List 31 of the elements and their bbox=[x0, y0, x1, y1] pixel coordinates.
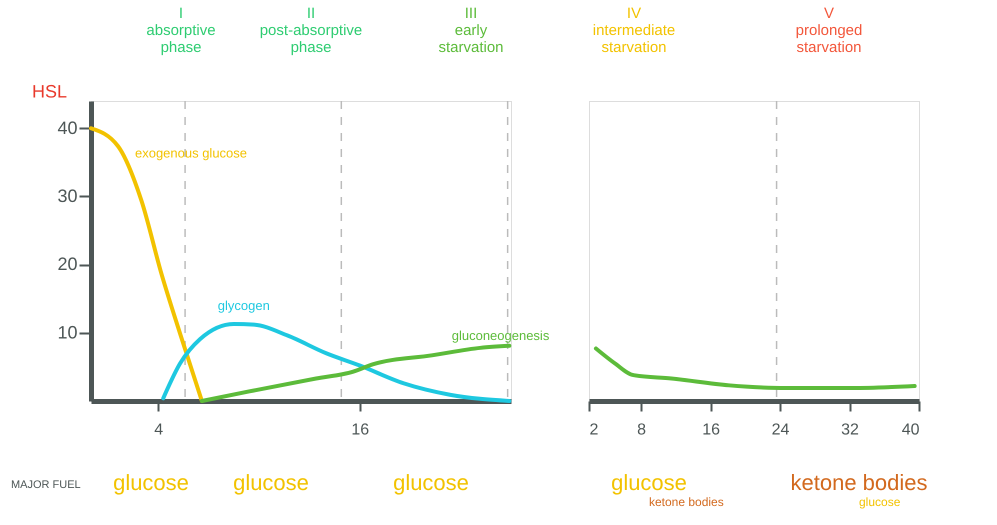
series-label: exogenous glucose bbox=[134, 145, 248, 160]
x-tick-label: 8 bbox=[637, 422, 646, 438]
x-tick-label: 24 bbox=[772, 422, 790, 438]
text: IV intermediate starvation bbox=[592, 5, 676, 56]
text: ketone bodies bbox=[649, 495, 724, 509]
x-tick-label: 16 bbox=[351, 422, 370, 438]
y-tick-label: 20 bbox=[57, 254, 78, 274]
x-tick-label: 2 bbox=[590, 422, 598, 438]
text: ketone bodies bbox=[790, 470, 928, 495]
text: MAJOR FUEL bbox=[11, 479, 81, 491]
y-tick-label: 40 bbox=[57, 118, 78, 138]
text: III early starvation bbox=[438, 5, 504, 56]
text: V prolonged starvation bbox=[796, 5, 862, 56]
text: glucose bbox=[859, 495, 901, 509]
y-tick-label: 10 bbox=[57, 322, 78, 342]
y-axis-title: HSL bbox=[32, 82, 68, 102]
text: glucose bbox=[393, 470, 469, 495]
x-tick-label: 16 bbox=[702, 422, 720, 438]
x-tick-label: 4 bbox=[154, 422, 164, 438]
text: glucose bbox=[611, 470, 687, 495]
series-label: glycogen bbox=[218, 298, 270, 313]
text: I absorptive phase bbox=[146, 5, 216, 56]
y-tick-label: 30 bbox=[57, 186, 78, 206]
x-tick-label: 40 bbox=[902, 422, 920, 438]
text: II post-absorptive phase bbox=[260, 5, 362, 56]
line-series bbox=[200, 344, 512, 403]
x-tick-label: 32 bbox=[841, 422, 860, 438]
text: glucose bbox=[113, 470, 189, 495]
line-series bbox=[89, 126, 204, 403]
series-label: gluconeogenesis bbox=[452, 328, 550, 343]
text: glucose bbox=[233, 470, 309, 495]
